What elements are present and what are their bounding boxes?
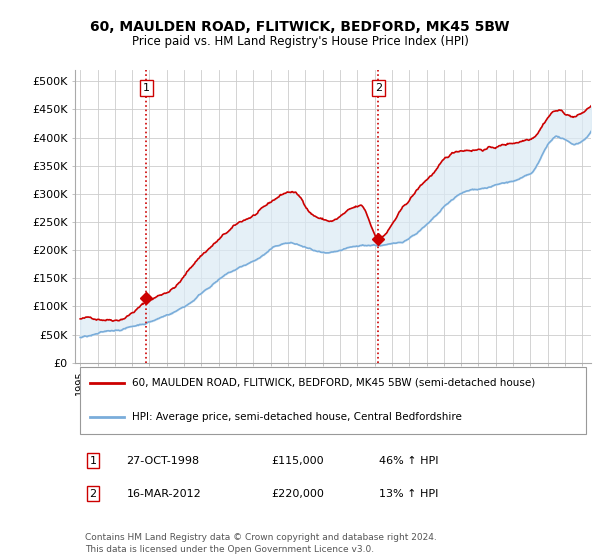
Text: 13% ↑ HPI: 13% ↑ HPI bbox=[379, 488, 439, 498]
Text: £115,000: £115,000 bbox=[271, 456, 324, 466]
Text: £220,000: £220,000 bbox=[271, 488, 324, 498]
Text: 60, MAULDEN ROAD, FLITWICK, BEDFORD, MK45 5BW (semi-detached house): 60, MAULDEN ROAD, FLITWICK, BEDFORD, MK4… bbox=[132, 378, 535, 388]
Text: Price paid vs. HM Land Registry's House Price Index (HPI): Price paid vs. HM Land Registry's House … bbox=[131, 35, 469, 48]
Text: 16-MAR-2012: 16-MAR-2012 bbox=[127, 488, 202, 498]
Text: 1: 1 bbox=[89, 456, 97, 466]
Text: 2: 2 bbox=[89, 488, 97, 498]
Text: HPI: Average price, semi-detached house, Central Bedfordshire: HPI: Average price, semi-detached house,… bbox=[132, 412, 461, 422]
Text: 60, MAULDEN ROAD, FLITWICK, BEDFORD, MK45 5BW: 60, MAULDEN ROAD, FLITWICK, BEDFORD, MK4… bbox=[90, 20, 510, 34]
Text: Contains HM Land Registry data © Crown copyright and database right 2024.
This d: Contains HM Land Registry data © Crown c… bbox=[85, 533, 437, 554]
Text: 27-OCT-1998: 27-OCT-1998 bbox=[127, 456, 200, 466]
Text: 46% ↑ HPI: 46% ↑ HPI bbox=[379, 456, 439, 466]
FancyBboxPatch shape bbox=[80, 367, 586, 435]
Text: 1: 1 bbox=[143, 83, 150, 93]
Text: 2: 2 bbox=[374, 83, 382, 93]
